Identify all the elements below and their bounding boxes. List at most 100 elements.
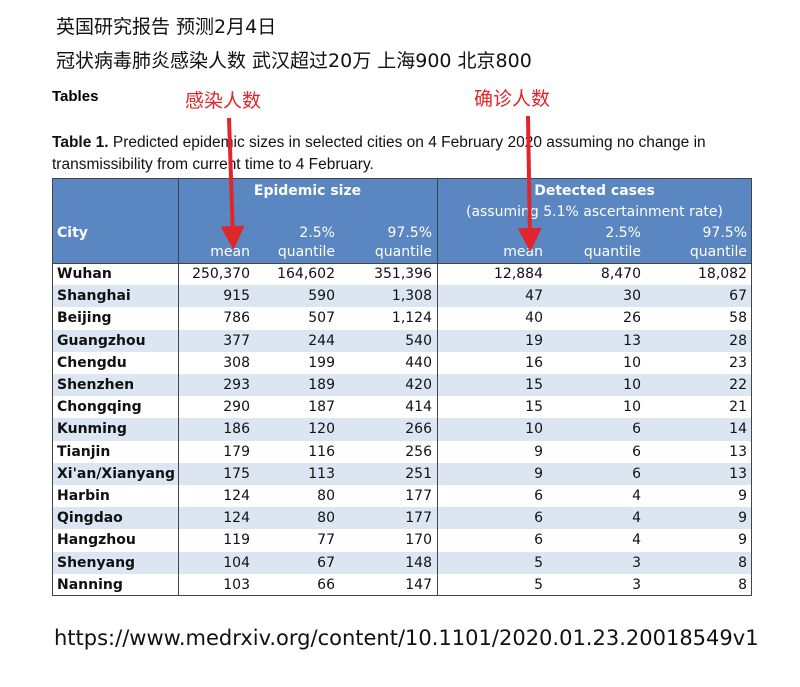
city-name: Shanghai	[57, 288, 131, 305]
table-row	[52, 462, 752, 485]
city-name: Shenyang	[57, 554, 136, 571]
cell-value: 293	[223, 377, 250, 393]
cell-value: 148	[405, 554, 432, 571]
cell-value: 15	[525, 399, 543, 416]
cell-value: 351,396	[374, 266, 432, 282]
cell-value: 6	[632, 421, 641, 438]
cell-value: 14	[729, 421, 747, 438]
cell-value: 23	[729, 354, 747, 371]
cell-value: 414	[405, 399, 432, 416]
cell-value: 179	[223, 443, 250, 460]
footer-url: https://www.medrxiv.org/content/10.1101/…	[54, 626, 759, 650]
cell-value: 16	[525, 354, 543, 371]
city-name: Chongqing	[57, 399, 142, 416]
cell-value: 4	[632, 510, 641, 527]
annotation: 感染人数	[185, 90, 262, 112]
cell-value: 6	[534, 532, 543, 549]
cell-value: 507	[308, 310, 335, 327]
cell-value: 8,470	[600, 266, 641, 282]
cell-value: 10	[623, 354, 641, 371]
cell-value: 10	[525, 421, 543, 438]
cell-value: 22	[729, 377, 747, 393]
cell-value: 103	[223, 576, 250, 593]
column-divider	[437, 178, 438, 596]
cell-value: 266	[405, 421, 432, 438]
cell-value: 308	[223, 354, 250, 371]
cell-value: 124	[223, 488, 250, 504]
cell-value: 440	[405, 354, 432, 371]
city-name: Kunming	[57, 421, 127, 438]
cell-value: 164,602	[277, 266, 335, 282]
cell-value: 4	[632, 488, 641, 504]
cell-value: 120	[308, 421, 335, 438]
cell-value: 9	[738, 488, 747, 504]
table-row	[52, 418, 752, 441]
cell-value: 80	[317, 488, 335, 504]
city-name: Beijing	[57, 310, 112, 327]
cell-value: 1,124	[391, 310, 432, 327]
cell-value: 113	[308, 465, 335, 482]
table-row	[52, 485, 752, 508]
cell-value: 189	[308, 377, 335, 393]
city-name: Tianjin	[57, 443, 111, 460]
section-title: Tables	[52, 88, 99, 105]
column-label: quantile	[689, 244, 747, 260]
cell-value: 21	[729, 399, 747, 416]
cell-value: 6	[534, 510, 543, 527]
cell-value: 377	[223, 332, 250, 349]
cell-value: 6	[534, 488, 543, 504]
column-label: quantile	[374, 244, 432, 260]
cell-value: 170	[405, 532, 432, 549]
table-row	[52, 396, 752, 419]
table-row	[52, 507, 752, 530]
caption: Table 1. Predicted epidemic sizes in sel…	[52, 132, 732, 176]
cell-value: 5	[534, 554, 543, 571]
table-row	[52, 263, 752, 286]
cell-value: 104	[223, 554, 250, 571]
city-header: City	[57, 225, 88, 241]
city-name: Wuhan	[57, 266, 112, 282]
column-label: 2.5%	[605, 225, 641, 241]
table-header	[52, 178, 752, 263]
city-name: Shenzhen	[57, 377, 135, 393]
cell-value: 9	[534, 443, 543, 460]
cell-value: 8	[738, 576, 747, 593]
cell-value: 244	[308, 332, 335, 349]
city-name: Xi'an/Xianyang	[57, 465, 175, 482]
table-row	[52, 374, 752, 397]
cell-value: 30	[623, 288, 641, 305]
cell-value: 77	[317, 532, 335, 549]
cell-value: 124	[223, 510, 250, 527]
cell-value: 13	[729, 465, 747, 482]
cell-value: 786	[223, 310, 250, 327]
cell-value: 187	[308, 399, 335, 416]
table-row	[52, 529, 752, 552]
cell-value: 540	[405, 332, 432, 349]
cell-value: 199	[308, 354, 335, 371]
cell-value: 13	[623, 332, 641, 349]
cell-value: 10	[623, 377, 641, 393]
cell-value: 40	[525, 310, 543, 327]
city-name: Nanning	[57, 576, 123, 593]
cell-value: 26	[623, 310, 641, 327]
cell-value: 186	[223, 421, 250, 438]
cell-value: 147	[405, 576, 432, 593]
cell-value: 15	[525, 377, 543, 393]
table-row	[52, 573, 752, 596]
cell-value: 66	[317, 576, 335, 593]
column-label: 97.5%	[702, 225, 747, 241]
cell-value: 8	[738, 554, 747, 571]
cell-value: 1,308	[391, 288, 432, 305]
cell-value: 80	[317, 510, 335, 527]
column-label: quantile	[583, 244, 641, 260]
city-name: Chengdu	[57, 354, 127, 371]
cell-value: 4	[632, 532, 641, 549]
cell-value: 12,884	[494, 266, 543, 282]
cell-value: 290	[223, 399, 250, 416]
city-name: Guangzhou	[57, 332, 146, 349]
table-row	[52, 329, 752, 352]
cell-value: 175	[223, 465, 250, 482]
column-label: 97.5%	[387, 225, 432, 241]
header-line: 冠状病毒肺炎感染人数 武汉超过20万 上海900 北京800	[56, 50, 532, 72]
